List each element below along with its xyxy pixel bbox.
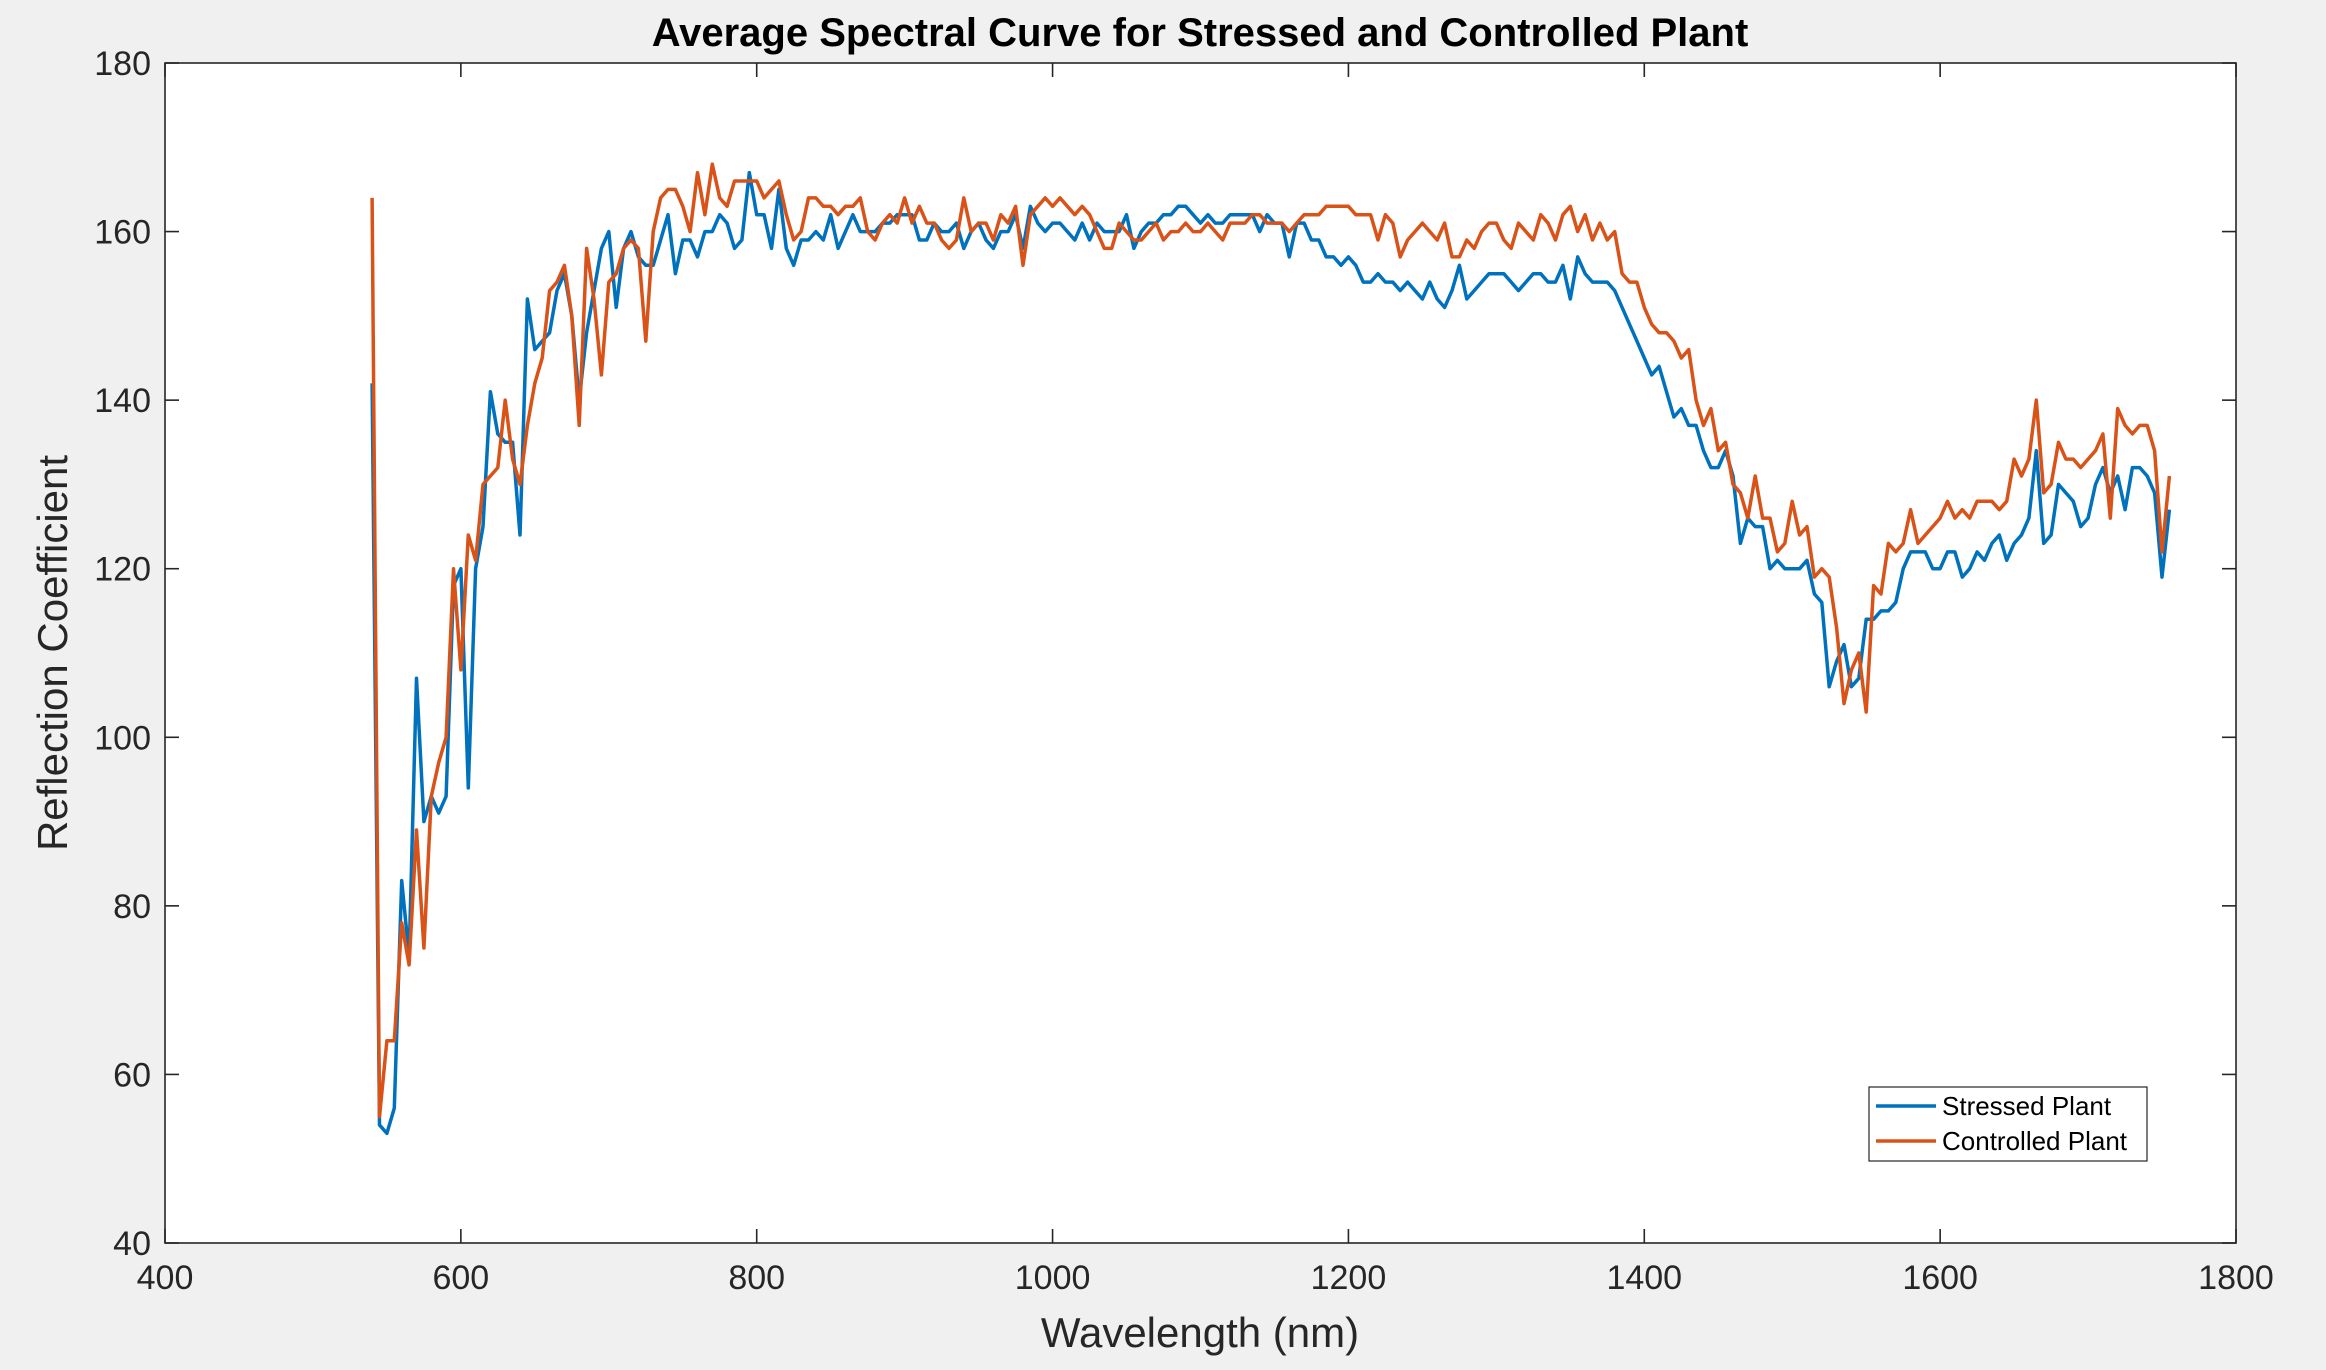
y-tick-label: 100	[94, 719, 151, 757]
legend: Stressed Plant Controlled Plant	[1868, 1086, 2148, 1162]
legend-label-controlled-plant: Controlled Plant	[1942, 1126, 2128, 1156]
chart-title: Average Spectral Curve for Stressed and …	[652, 11, 1749, 55]
plot-frame	[164, 62, 2237, 1244]
plot-area	[165, 63, 2236, 1243]
x-tick-label: 1400	[1606, 1259, 1682, 1297]
y-axis: 40 60 80 100 120 140 160 180	[94, 45, 2236, 1263]
x-tick-label: 400	[137, 1259, 194, 1297]
x-tick-label: 800	[728, 1259, 785, 1297]
x-tick-label: 1600	[1902, 1259, 1978, 1297]
x-tick-label: 1000	[1015, 1259, 1091, 1297]
x-axis-title: Wavelength (nm)	[1041, 1309, 1359, 1356]
series-layer	[370, 162, 2172, 1136]
x-axis: 400 600 800 1000 1200 1400 1600 1800	[137, 63, 2274, 1297]
y-tick-label: 40	[113, 1225, 151, 1263]
series-line-controlled-plant	[370, 162, 2172, 1119]
legend-box	[1868, 1086, 2148, 1162]
y-tick-label: 140	[94, 382, 151, 420]
y-axis-title: Reflection Coefficient	[29, 455, 76, 851]
x-tick-label: 1800	[2198, 1259, 2274, 1297]
legend-label-stressed-plant: Stressed Plant	[1942, 1091, 2112, 1121]
y-tick-label: 160	[94, 214, 151, 252]
y-tick-label: 80	[113, 888, 151, 926]
y-tick-label: 120	[94, 551, 151, 589]
y-tick-label: 60	[113, 1056, 151, 1094]
x-tick-label: 1200	[1311, 1259, 1387, 1297]
y-tick-label: 180	[94, 45, 151, 83]
x-tick-label: 600	[432, 1259, 489, 1297]
